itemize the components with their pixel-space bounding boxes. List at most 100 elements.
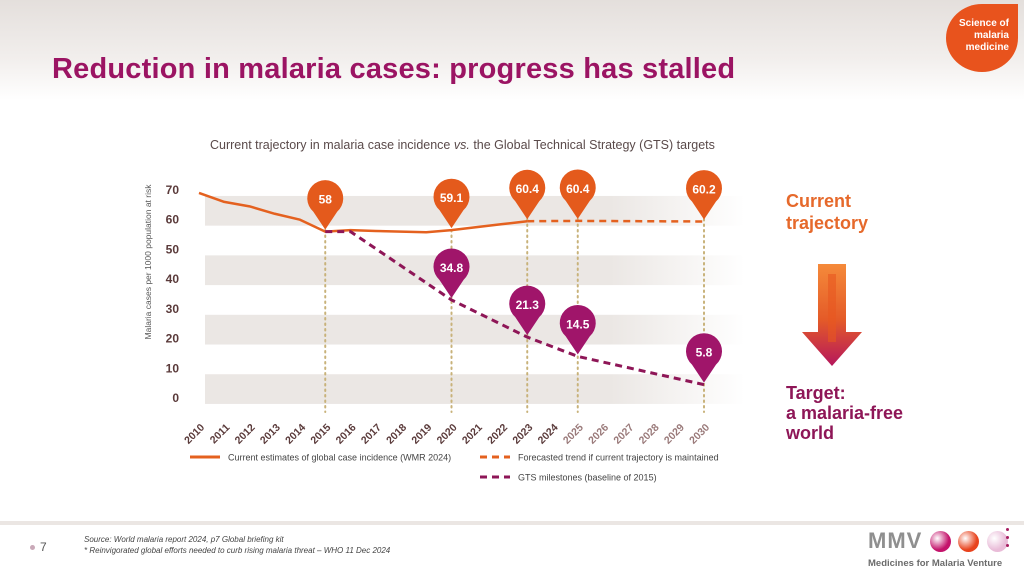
x-tick-label: 2021 xyxy=(460,422,485,447)
logo-ball-pink xyxy=(986,530,1008,552)
logo-dots-icon xyxy=(1006,528,1010,552)
pin-value-label: 14.5 xyxy=(566,317,590,331)
forecast-line xyxy=(527,219,705,223)
badge-line-2: malaria xyxy=(973,30,1009,41)
value-pin-current-2015: 58 xyxy=(307,180,344,230)
y-tick-label: 70 xyxy=(166,183,180,197)
x-tick-label: 2010 xyxy=(182,422,207,447)
x-tick-label: 2015 xyxy=(308,422,333,447)
pin-marker-icon xyxy=(686,170,723,220)
legend-label: Forecasted trend if current trajectory i… xyxy=(518,453,719,463)
source-note: Source: World malaria report 2024, p7 Gl… xyxy=(84,534,390,556)
logo-ball-orange xyxy=(958,530,980,552)
target-line-1: Target: xyxy=(786,383,846,403)
pin-value-label: 60.4 xyxy=(566,182,590,196)
source-line: Source: World malaria report 2024, p7 Gl… xyxy=(84,535,284,544)
value-pin-current-2030: 60.2 xyxy=(686,170,723,220)
pin-marker-icon xyxy=(686,333,723,383)
x-tick-label: 2025 xyxy=(561,422,586,447)
value-pin-current-2020: 59.1 xyxy=(433,178,470,229)
x-tick-label: 2012 xyxy=(233,422,258,447)
y-tick-label: 40 xyxy=(166,272,180,286)
value-pin-gts-2030: 5.8 xyxy=(686,333,723,383)
current-estimates-line xyxy=(198,191,528,234)
chart-title-part-1: Current trajectory in malaria case incid… xyxy=(210,138,454,152)
x-tick-label: 2028 xyxy=(637,422,662,447)
value-pin-current-2025: 60.4 xyxy=(559,169,596,219)
pin-value-label: 59.1 xyxy=(440,191,464,205)
legend-label: GTS milestones (baseline of 2015) xyxy=(518,473,657,483)
slide-title: Reduction in malaria cases: progress has… xyxy=(52,53,736,85)
y-tick-label: 50 xyxy=(166,242,180,256)
x-tick-label: 2030 xyxy=(687,422,712,447)
x-tick-label: 2018 xyxy=(384,422,409,447)
y-axis-label: Malaria cases per 1000 population at ris… xyxy=(143,184,153,340)
pin-value-label: 60.2 xyxy=(692,182,716,196)
mmv-logo: MMV Medicines for Malaria Venture xyxy=(868,528,1010,569)
chart-title-vs: vs. xyxy=(453,138,470,152)
grid-band xyxy=(205,374,745,404)
x-tick-label: 2017 xyxy=(359,422,384,447)
x-tick-label: 2026 xyxy=(586,422,611,447)
y-tick-label: 30 xyxy=(166,302,180,316)
x-tick-label: 2011 xyxy=(208,422,233,447)
pin-value-label: 34.8 xyxy=(440,261,464,275)
page-number: 7 xyxy=(30,540,47,554)
current-trajectory-label: Current trajectory xyxy=(786,190,868,234)
logo-ball-magenta xyxy=(929,530,951,552)
footer-divider xyxy=(0,521,1024,525)
badge-line-3: medicine xyxy=(965,42,1009,53)
y-tick-label: 20 xyxy=(166,332,180,346)
x-tick-label: 2014 xyxy=(283,422,308,447)
x-tick-label: 2016 xyxy=(334,422,359,447)
value-pin-gts-2023: 21.3 xyxy=(509,285,546,336)
x-tick-label: 2024 xyxy=(536,422,561,447)
pin-marker-icon xyxy=(307,180,344,230)
y-tick-label: 10 xyxy=(166,361,180,375)
chart-title-part-3: the Global Technical Strategy (GTS) targ… xyxy=(469,138,715,152)
y-tick-label: 60 xyxy=(166,213,180,227)
target-line-3: world xyxy=(786,423,834,443)
science-badge: Science of malaria medicine xyxy=(946,4,1018,72)
x-tick-label: 2029 xyxy=(662,422,687,447)
grid-band xyxy=(205,314,745,345)
pin-marker-icon xyxy=(433,178,470,229)
target-label: Target: a malaria-free world xyxy=(786,383,903,443)
pin-marker-icon xyxy=(433,248,470,298)
grid-band xyxy=(205,255,745,286)
x-tick-label: 2013 xyxy=(258,422,283,447)
value-pin-gts-2025: 14.5 xyxy=(559,304,596,355)
x-tick-label: 2023 xyxy=(510,422,535,447)
pin-value-label: 60.4 xyxy=(516,182,540,196)
logo-text: MMV xyxy=(868,528,923,553)
current-trajectory-line-1: Current xyxy=(786,191,852,211)
page-dot-icon xyxy=(30,545,35,551)
pin-value-label: 21.3 xyxy=(516,298,540,312)
y-tick-label: 0 xyxy=(172,391,179,405)
x-tick-label: 2019 xyxy=(409,422,434,447)
legend-item: Current estimates of global case inciden… xyxy=(190,453,451,463)
x-tick-label: 2022 xyxy=(485,422,510,447)
legend-item: GTS milestones (baseline of 2015) xyxy=(480,473,657,483)
legend-item: Forecasted trend if current trajectory i… xyxy=(480,453,719,463)
chart-title: Current trajectory in malaria case incid… xyxy=(210,138,715,152)
pin-marker-icon xyxy=(559,169,596,219)
logo-tagline: Medicines for Malaria Venture xyxy=(868,558,1003,569)
pin-value-label: 58 xyxy=(319,193,333,207)
pin-marker-icon xyxy=(559,304,596,355)
target-line-2: a malaria-free xyxy=(786,403,904,423)
page-number-text: 7 xyxy=(40,540,47,554)
current-trajectory-line-2: trajectory xyxy=(786,213,869,233)
legend-label: Current estimates of global case inciden… xyxy=(228,453,451,463)
pin-marker-icon xyxy=(509,169,546,220)
x-tick-label: 2027 xyxy=(611,422,636,447)
pin-value-label: 5.8 xyxy=(696,346,713,360)
note-line: * Reinvigorated global efforts needed to… xyxy=(84,546,391,555)
header-band xyxy=(0,0,1024,100)
x-tick-label: 2020 xyxy=(435,422,460,447)
value-pin-gts-2020: 34.8 xyxy=(433,248,470,298)
value-pin-current-2023: 60.4 xyxy=(509,169,546,220)
down-arrow-icon xyxy=(802,264,862,366)
badge-line-1: Science of xyxy=(958,18,1009,29)
